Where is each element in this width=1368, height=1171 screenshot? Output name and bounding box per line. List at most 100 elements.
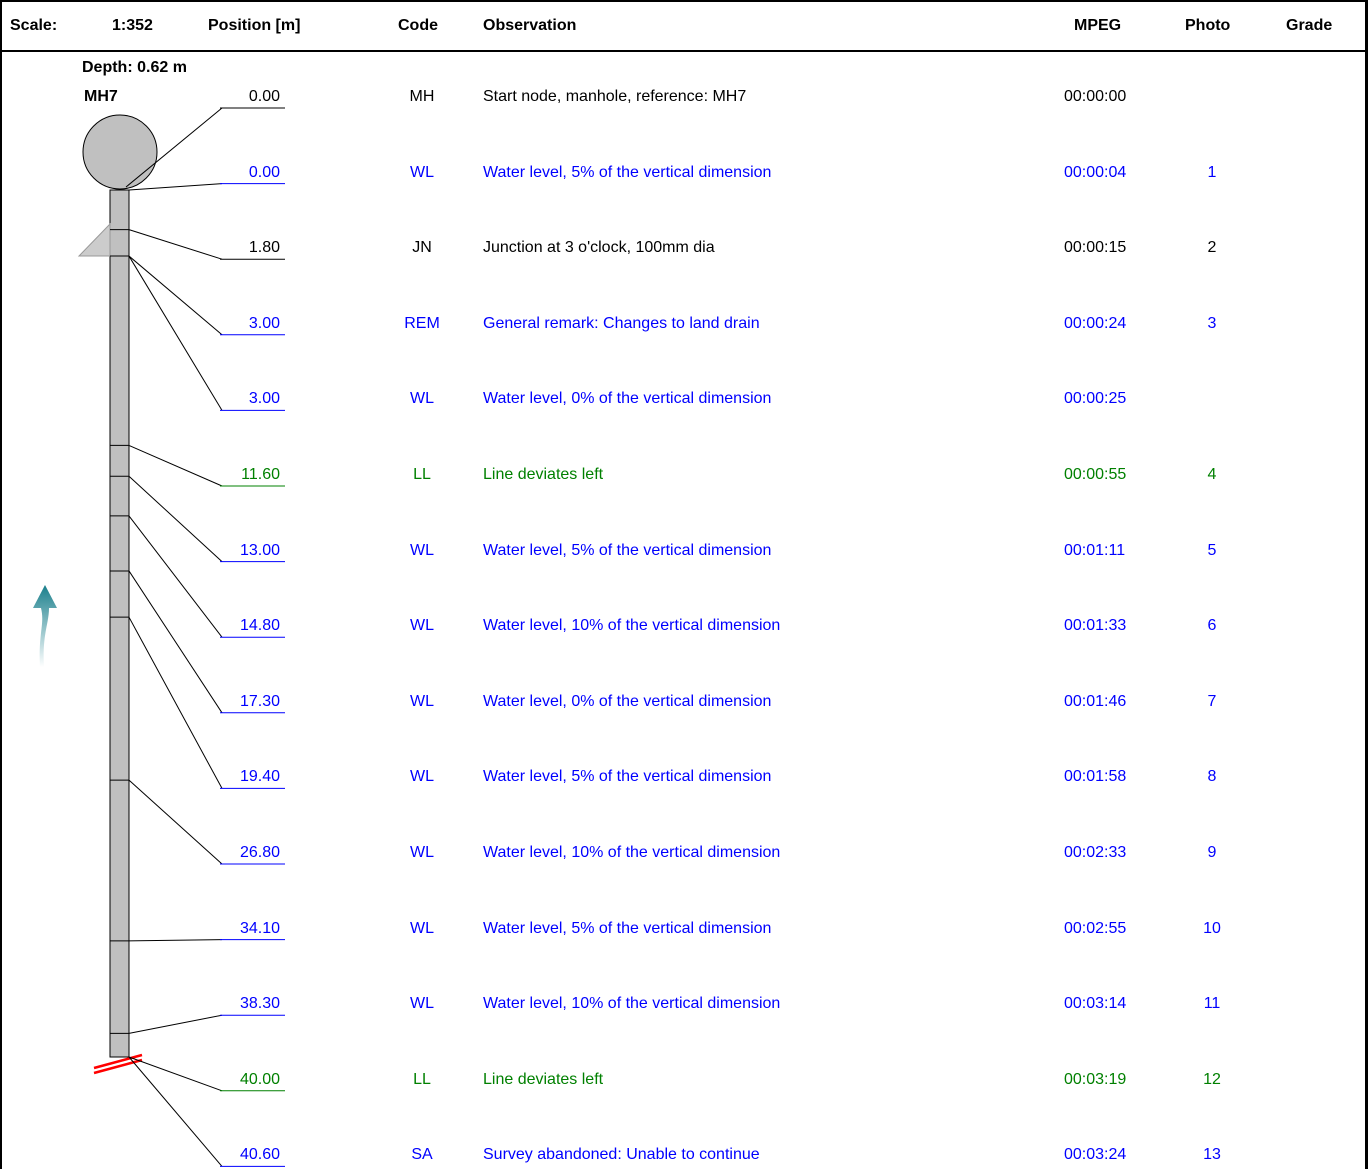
mpeg-time-cell: 00:00:15 (1064, 239, 1127, 257)
leader-line (128, 570, 223, 714)
position-cell: 38.30 (239, 995, 280, 1013)
mpeg-time-cell: 00:00:04 (1064, 163, 1127, 181)
photo-number-cell: 7 (1207, 692, 1217, 710)
mpeg-time-cell: 00:01:33 (1064, 617, 1127, 635)
photo-number-cell: 12 (1203, 1070, 1221, 1088)
observation-row: 34.10 WL Water level, 5% of the vertical d… (2, 920, 1368, 942)
observation-cell: Line deviates left (483, 1070, 604, 1088)
observation-cell: Water level, 0% of the vertical dimensio… (483, 390, 772, 408)
photo-number-cell: 3 (1207, 314, 1217, 332)
observation-row: 3.00 WL Water level, 0% of the vertical di… (2, 390, 1368, 412)
mpeg-time-cell: 00:03:24 (1064, 1146, 1127, 1164)
leader-line (128, 1056, 223, 1092)
observation-row: 3.00 REM General remark: Changes to land d… (2, 315, 1368, 337)
code-cell: WL (410, 844, 434, 861)
observation-row: 13.00 WL Water level, 5% of the vertical d… (2, 542, 1368, 564)
leader-line (128, 255, 223, 411)
junction-symbol (77, 222, 111, 257)
mpeg-time-cell: 00:00:24 (1064, 314, 1127, 332)
code-cell: WL (410, 541, 434, 559)
photo-number-cell: 1 (1207, 163, 1217, 181)
leader-line (128, 939, 223, 942)
mpeg-time-cell: 00:01:11 (1064, 541, 1126, 559)
leader-line (128, 255, 223, 336)
observation-cell: Survey abandoned: Unable to continue (483, 1146, 760, 1164)
leader-line (128, 444, 223, 487)
code-cell: LL (413, 1070, 431, 1088)
observation-row: 1.80 JN Junction at 3 o'clock, 100mm dia 00… (2, 239, 1368, 261)
mpeg-time-cell: 00:02:55 (1064, 919, 1127, 937)
observation-cell: Line deviates left (483, 466, 604, 483)
mpeg-time-cell: 00:01:46 (1064, 692, 1127, 710)
observation-row: 40.00 LL Line deviates left 00:03:19 12 (2, 1071, 1368, 1093)
position-cell: 40.00 (239, 1070, 280, 1088)
position-cell: 19.40 (239, 768, 280, 786)
observation-cell: Water level, 0% of the vertical dimensio… (483, 692, 772, 710)
photo-number-cell: 6 (1207, 617, 1217, 635)
leader-line (128, 616, 223, 789)
code-cell: WL (410, 995, 434, 1013)
photo-number-cell: 5 (1207, 541, 1217, 559)
node-depth-label: Depth: 0.62 m (82, 59, 187, 76)
code-cell: WL (410, 390, 434, 408)
pipe-body (109, 189, 130, 1058)
leader-line (128, 1014, 223, 1034)
photo-number-cell: 2 (1207, 239, 1217, 257)
code-header: Code (398, 17, 438, 34)
observation-cell: General remark: Changes to land drain (483, 314, 760, 332)
header-divider (2, 50, 1365, 52)
grade-header: Grade (1286, 17, 1333, 34)
leader-line (128, 1056, 223, 1167)
scale-value: 1:352 (112, 17, 153, 34)
abandon-mark-line (93, 1053, 143, 1070)
manhole-symbol (82, 114, 158, 190)
photo-number-cell: 10 (1203, 919, 1221, 937)
code-cell: WL (410, 768, 434, 786)
start-node-name: MH7 (84, 88, 118, 105)
observation-row: 26.80 WL Water level, 10% of the vertical … (2, 844, 1368, 866)
code-cell: JN (412, 239, 432, 257)
position-cell: 17.30 (239, 692, 280, 710)
observation-cell: Water level, 5% of the vertical dimensio… (483, 919, 772, 937)
mpeg-time-cell: 00:00:25 (1064, 390, 1127, 408)
observation-cell: Start node, manhole, reference: MH7 (483, 88, 747, 105)
leader-line (125, 107, 223, 188)
mpeg-time-cell: 00:00:00 (1064, 88, 1127, 105)
observation-row: 38.30 WL Water level, 10% of the vertical … (2, 995, 1368, 1017)
code-cell: WL (410, 617, 434, 635)
position-cell: 11.60 (241, 466, 280, 483)
photo-number-cell: 13 (1203, 1146, 1221, 1164)
position-cell: 14.80 (239, 617, 280, 635)
observation-cell: Water level, 10% of the vertical dimensi… (483, 617, 781, 635)
position-cell: 3.00 (248, 390, 280, 408)
position-cell: 0.00 (248, 163, 280, 181)
photo-header: Photo (1185, 17, 1231, 34)
observation-row: 40.60 SA Survey abandoned: Unable to conti… (2, 1146, 1368, 1168)
mpeg-time-cell: 00:01:58 (1064, 768, 1127, 786)
position-cell: 40.60 (239, 1146, 280, 1164)
position-cell: 1.80 (248, 239, 280, 257)
code-cell: SA (411, 1146, 433, 1164)
position-cell: 0.00 (248, 88, 280, 105)
photo-number-cell: 8 (1207, 768, 1217, 786)
leader-line (128, 475, 223, 562)
code-cell: MH (409, 88, 435, 105)
flow-direction-arrow (33, 585, 57, 667)
mpeg-time-cell: 00:03:19 (1064, 1070, 1127, 1088)
observation-row: 11.60 LL Line deviates left 00:00:55 4 (2, 466, 1368, 488)
photo-number-cell: 9 (1207, 844, 1217, 861)
position-header: Position [m] (208, 17, 301, 34)
scale-label: Scale: (10, 17, 58, 34)
photo-number-cell: 11 (1203, 995, 1221, 1013)
position-cell: 13.00 (239, 541, 280, 559)
mpeg-time-cell: 00:03:14 (1064, 995, 1127, 1013)
leader-line (128, 229, 223, 260)
observation-cell: Water level, 5% of the vertical dimensio… (483, 163, 772, 181)
code-cell: WL (410, 163, 434, 181)
observation-cell: Water level, 10% of the vertical dimensi… (483, 844, 781, 861)
mpeg-header: MPEG (1074, 17, 1122, 34)
observation-cell: Water level, 10% of the vertical dimensi… (483, 995, 781, 1013)
leader-line (128, 779, 223, 865)
observation-row: 0.00 MH Start node, manhole, reference: MH… (2, 88, 1368, 110)
